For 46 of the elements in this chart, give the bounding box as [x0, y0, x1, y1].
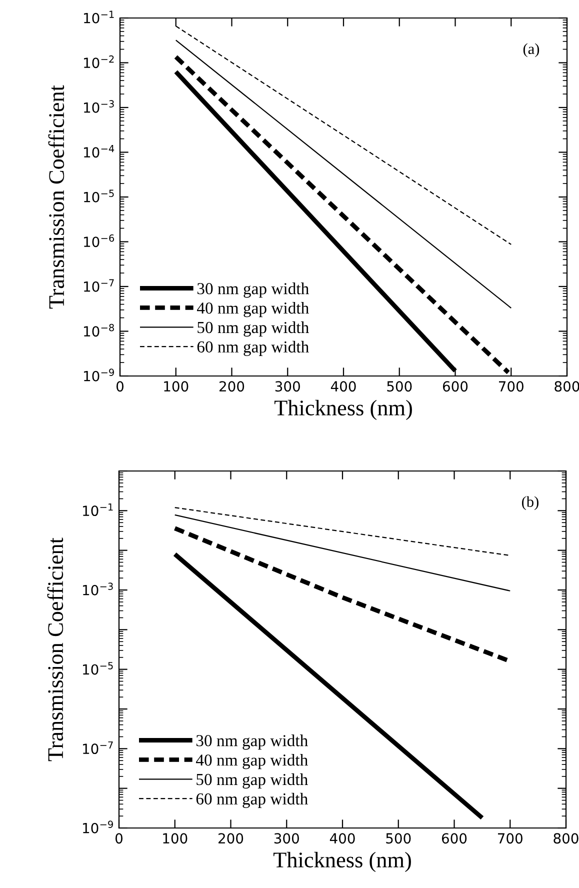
x-tick-label: 200: [220, 381, 244, 392]
y-tick-label: 10$^{−8}$: [84, 324, 114, 337]
y-tick-label: 10$^{−1}$: [84, 10, 114, 24]
x-tick-label: 100: [163, 833, 188, 844]
x-tick-label: 500: [386, 833, 411, 844]
x-tick-label: 700: [498, 833, 522, 844]
x-axis-title: Thickness (nm): [274, 400, 412, 420]
legend-label: 30 nm gap width: [196, 734, 308, 750]
x-tick-label: 400: [330, 833, 355, 844]
legend-label: 40 nm gap width: [196, 754, 308, 770]
legend-label: 40 nm gap width: [196, 302, 309, 318]
annotation: (a): [523, 43, 540, 58]
y-tick-label: 10$^{−2}$: [84, 55, 114, 68]
x-tick-label: 300: [275, 381, 300, 392]
y-tick-label: 10$^{−1}$: [83, 503, 113, 516]
x-tick-label: 600: [442, 381, 468, 392]
x-tick-label: 100: [164, 381, 188, 392]
y-tick-label: 10$^{−3}$: [84, 100, 114, 113]
legend-label: 60 nm gap width: [196, 792, 308, 808]
y-tick-label: 10$^{−3}$: [83, 582, 113, 596]
y-tick-label: 10$^{−9}$: [84, 368, 114, 382]
y-tick-label: 10$^{−7}$: [84, 279, 114, 292]
y-axis-title: Transmission Coefficient: [47, 538, 64, 762]
legend-label: 30 nm gap width: [197, 282, 309, 298]
x-tick-label: 500: [387, 381, 412, 392]
x-tick-label: 0: [116, 381, 124, 392]
x-tick-label: 200: [218, 833, 244, 844]
annotation: (b): [522, 496, 538, 510]
legend-label: 50 nm gap width: [198, 321, 309, 337]
legend-label: 50 nm gap width: [196, 773, 308, 789]
x-tick-label: 700: [499, 381, 524, 392]
x-tick-label: 300: [274, 833, 299, 844]
legend-label: 60 nm gap width: [197, 340, 309, 356]
y-tick-label: 10$^{−6}$: [84, 234, 114, 248]
x-tick-label: 400: [330, 381, 356, 392]
x-tick-label: 800: [554, 833, 578, 844]
x-tick-label: 0: [115, 833, 122, 844]
x-tick-label: 600: [442, 833, 467, 844]
x-axis-title: Thickness (nm): [273, 852, 411, 872]
y-tick-label: 10$^{−4}$: [84, 145, 114, 158]
y-tick-label: 10$^{−9}$: [83, 820, 113, 834]
y-tick-label: 10$^{−5}$: [84, 190, 114, 202]
y-tick-label: 10$^{−5}$: [83, 662, 113, 675]
y-tick-label: 10$^{−7}$: [83, 741, 113, 754]
x-tick-label: 800: [554, 381, 579, 392]
y-axis-title: Transmission Coefficient: [48, 85, 64, 309]
